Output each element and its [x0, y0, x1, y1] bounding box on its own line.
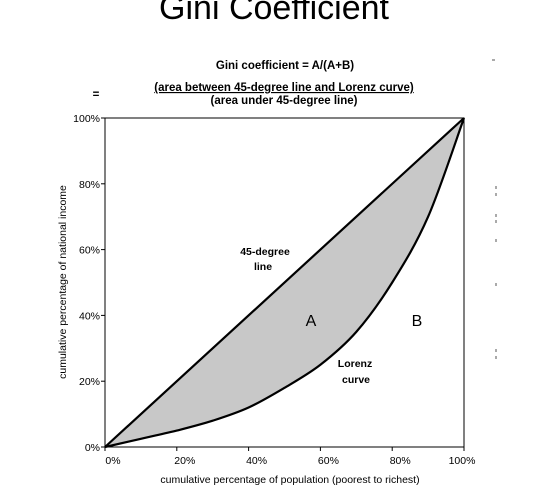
y-tick-label: 40%: [79, 310, 100, 322]
annotation-45-degree-2: line: [254, 261, 272, 273]
formula-denominator: (area under 45-degree line): [211, 95, 358, 107]
y-tick-label: 60%: [79, 245, 100, 257]
x-ticks: 0% 20% 40% 60% 80% 100%: [104, 447, 476, 467]
x-tick-label: 100%: [449, 455, 476, 467]
x-tick-label: 80%: [390, 455, 411, 467]
y-tick-label: 20%: [79, 376, 100, 388]
annotation-45-degree-1: 45-degree: [240, 246, 290, 258]
y-ticks: 0% 20% 40% 60% 80% 100%: [73, 113, 105, 454]
y-tick-label: 80%: [79, 179, 100, 191]
x-tick-label: 0%: [105, 455, 120, 467]
edge-marks: [492, 59, 497, 359]
series-lorenz-curve: [104, 117, 466, 449]
series-45-degree-line: [104, 117, 465, 448]
y-tick-label: 0%: [85, 442, 100, 454]
slide-title: Gini Coefficient: [159, 0, 389, 27]
x-tick-label: 60%: [318, 455, 339, 467]
formula-top: Gini coefficient = A/(A+B): [216, 60, 354, 72]
region-a-label: A: [306, 313, 317, 330]
region-b-label: B: [412, 313, 423, 330]
x-axis-title: cumulative percentage of population (poo…: [160, 474, 419, 486]
annotation-lorenz-1: Lorenz: [338, 358, 372, 370]
annotation-lorenz-2: curve: [342, 374, 370, 386]
x-tick-label: 40%: [246, 455, 267, 467]
plot-frame: [104, 117, 465, 448]
y-tick-label: 100%: [73, 113, 100, 125]
x-tick-label: 20%: [174, 455, 195, 467]
formula-equals: =: [93, 89, 100, 101]
formula-numerator: (area between 45-degree line and Lorenz …: [154, 82, 414, 94]
y-axis-title: cumulative percentage of national income: [57, 185, 69, 379]
